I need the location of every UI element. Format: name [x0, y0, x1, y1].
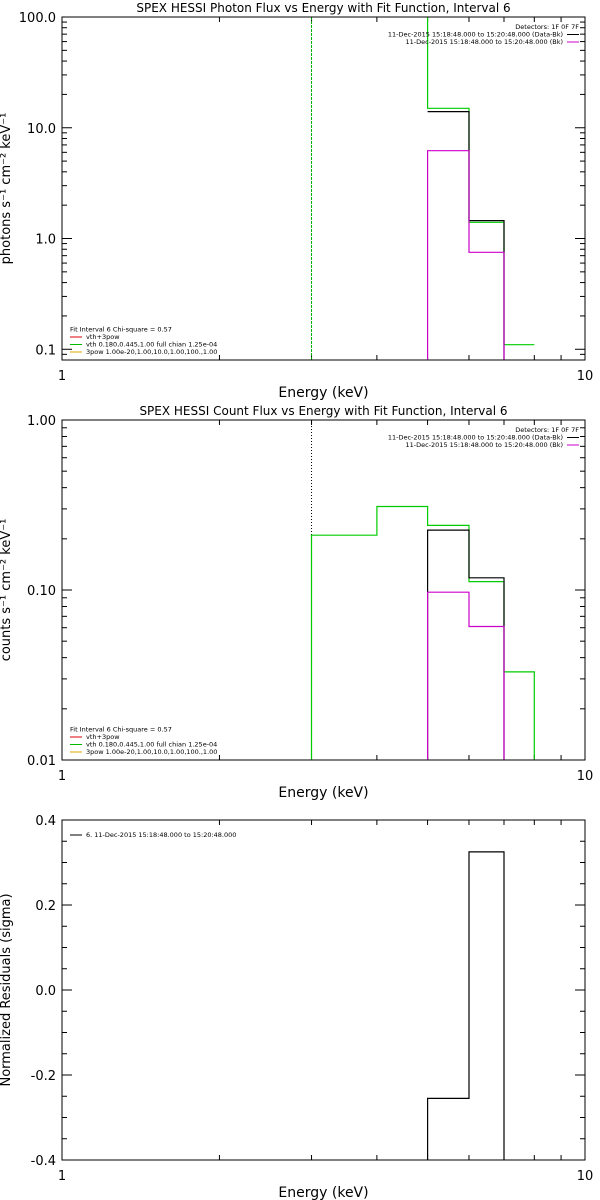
chart-panel-3: -0.4 -0.2 0.0 0.2 0.4 1 10 Energy (keV) Normaliz… — [0, 814, 593, 1200]
legend-entry: 3pow 1.00e-20,1.00,10.0,1.00,100.,1.00 — [86, 748, 217, 756]
y-tick-label: -0.4 — [31, 1154, 56, 1169]
legend-entry: Detectors: 1F 0F 7F — [515, 426, 579, 434]
series-2-line — [427, 529, 505, 760]
chart-title: SPEX HESSI Count Flux vs Energy with Fit… — [139, 404, 507, 418]
x-axis-label: Energy (keV) — [278, 385, 368, 401]
y-axis-label: Normalized Residuals (sigma) — [0, 893, 14, 1086]
y-tick-label: 0.0 — [35, 984, 56, 999]
y-tick-label: 0.2 — [35, 899, 56, 914]
legend-entry: vth 0.180,0.445,1.00 full chian 1.25e-04 — [86, 341, 217, 349]
legend-entry: 3pow 1.00e-20,1.00,10.0,1.00,100.,1.00 — [86, 348, 217, 356]
x-tick-label: 10 — [577, 1169, 594, 1184]
x-tick-label: 1 — [58, 1169, 66, 1184]
y-tick-label: -0.2 — [31, 1069, 56, 1084]
legend-entry: Fit Interval 6 Chi-square = 0.57 — [70, 726, 172, 734]
legend-entry: vth+3pow — [86, 333, 120, 341]
legend-entry: Detectors: 1F 0F 7F — [515, 23, 579, 31]
x-axis-label: Energy (keV) — [278, 1185, 368, 1200]
x-axis-label: Energy (keV) — [278, 785, 368, 801]
y-tick-label: 10.0 — [27, 122, 56, 137]
y-tick-label: 0.01 — [27, 754, 56, 769]
x-tick-label: 10 — [577, 369, 594, 384]
plot-frame — [61, 419, 586, 761]
y-tick-label: 0.1 — [35, 343, 56, 358]
y-axis-label: counts s⁻¹ cm⁻² keV⁻¹ — [0, 519, 14, 662]
y-tick-label: 0.4 — [35, 814, 56, 829]
y-tick-label: 0.10 — [27, 584, 56, 599]
plot-frame — [61, 819, 586, 1161]
legend-entry: Fit Interval 6 Chi-square = 0.57 — [70, 326, 172, 334]
y-axis-label: photons s⁻¹ cm⁻² keV⁻¹ — [0, 113, 14, 265]
legend-entry: 11-Dec-2015 15:18:48.000 to 15:20:48.000… — [406, 441, 564, 449]
legend-entry: 6. 11-Dec-2015 15:18:48.000 to 15:20:48.… — [86, 831, 236, 839]
series-2-line — [427, 110, 505, 360]
series-1-line — [427, 17, 535, 346]
x-tick-label: 1 — [58, 769, 66, 784]
plot-frame — [61, 16, 586, 361]
x-tick-label: 10 — [577, 769, 594, 784]
chart-panel-2: 0.01 0.10 1.00 1 10 SPEX HESSI Count Flux vs … — [0, 404, 594, 801]
y-tick-label: 1.0 — [35, 233, 56, 248]
y-tick-label: 1.00 — [27, 414, 56, 429]
legend-entry: vth+3pow — [86, 733, 120, 741]
y-tick-label: 100.0 — [19, 11, 56, 26]
series-1-line — [427, 851, 505, 1160]
series-3-line — [427, 591, 505, 760]
series-1-line — [310, 505, 535, 760]
legend-entry: vth 0.180,0.445,1.00 full chian 1.25e-04 — [86, 741, 217, 749]
legend-entry: 11-Dec-2015 15:18:48.000 to 15:20:48.000… — [388, 434, 563, 442]
legend-entry: 11-Dec-2015 15:18:48.000 to 15:20:48.000… — [388, 31, 563, 39]
legend-entry: 11-Dec-2015 15:18:48.000 to 15:20:48.000… — [406, 38, 564, 46]
series-3-line — [427, 150, 505, 360]
x-tick-label: 1 — [58, 369, 66, 384]
chart-panel-1: 0.1 1.0 10.0 100.0 1 10 SPEX HESSI Photon Flux… — [0, 1, 594, 401]
chart-title: SPEX HESSI Photon Flux vs Energy with Fi… — [136, 1, 510, 15]
